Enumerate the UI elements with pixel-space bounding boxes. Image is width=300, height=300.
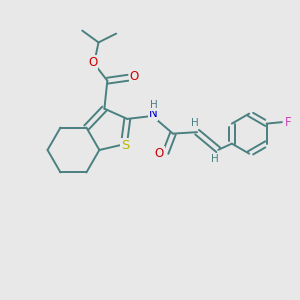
Text: H: H [150, 100, 158, 110]
Text: O: O [130, 70, 139, 83]
Text: H: H [211, 154, 219, 164]
Text: S: S [121, 139, 129, 152]
Text: H: H [191, 118, 199, 128]
Text: O: O [88, 56, 98, 69]
Text: O: O [154, 147, 164, 160]
Text: N: N [148, 107, 157, 120]
Text: F: F [285, 116, 292, 129]
